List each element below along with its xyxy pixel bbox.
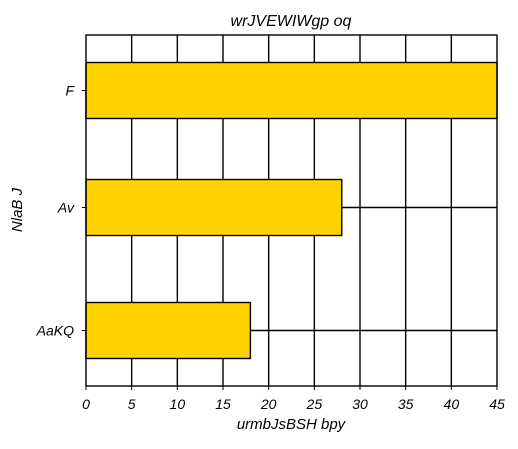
y-tick-labels: F Av AaKQ <box>36 83 86 339</box>
x-tick-label-45: 45 <box>489 396 505 412</box>
plot-frame <box>85 34 498 387</box>
chart-title: wrJVEWIWgp oq <box>231 13 352 30</box>
x-tick-label-35: 35 <box>398 396 414 412</box>
y-tick-label-AaKQ: AaKQ <box>36 323 74 339</box>
bar-AaKQ <box>85 301 252 360</box>
x-tick-label-10: 10 <box>170 396 186 412</box>
bars <box>85 61 498 360</box>
x-tick-label-40: 40 <box>444 396 460 412</box>
bar-F <box>85 61 498 120</box>
y-axis-label: NlaB J <box>9 187 26 232</box>
x-tick-labels: 0 5 10 15 20 25 30 35 40 45 <box>82 386 505 412</box>
y-tick-label-F: F <box>65 83 75 99</box>
x-tick-label-5: 5 <box>128 396 136 412</box>
plot-border <box>85 34 498 387</box>
x-tick-label-25: 25 <box>306 396 323 412</box>
x-tick-label-15: 15 <box>215 396 231 412</box>
x-tick-label-30: 30 <box>352 396 368 412</box>
bar-Av <box>85 178 343 237</box>
x-tick-label-0: 0 <box>82 396 90 412</box>
x-axis-label: urmbJsBSH bpy <box>237 416 347 433</box>
x-tick-label-20: 20 <box>260 396 277 412</box>
y-tick-label-Av: Av <box>57 200 75 216</box>
